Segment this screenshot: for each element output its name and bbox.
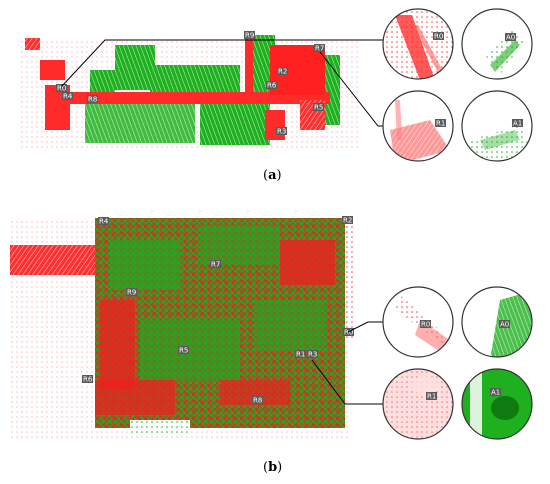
map-label-r3-b: R3 xyxy=(307,350,318,359)
zoom-label-a0-b: A0 xyxy=(499,320,510,329)
panel-a-caption: (a) xyxy=(263,168,282,183)
map-label-r6-b: R6 xyxy=(82,375,93,384)
panel-a-connectors xyxy=(61,39,383,127)
map-label-r7: R7 xyxy=(314,44,325,53)
map-label-r3: R3 xyxy=(276,127,287,136)
panel-a-map: R0 R4 R8 R9 R7 R2 R6 R5 R3 xyxy=(20,31,360,150)
svg-text:R4: R4 xyxy=(63,93,73,101)
panel-a-zoom-top-left: R0 xyxy=(382,8,454,80)
map-label-r5-b: R5 xyxy=(178,346,189,355)
panel-b-map: R4 R2 R7 R9 R0 R5 R1 R3 R6 R8 xyxy=(10,216,355,440)
zoom-label-r0-b: R0 xyxy=(420,320,431,329)
svg-text:R5: R5 xyxy=(179,347,188,355)
map-label-r1-b: R1 xyxy=(295,350,306,359)
svg-text:R1: R1 xyxy=(436,120,445,128)
svg-text:R4: R4 xyxy=(99,218,109,226)
map-label-r4: R4 xyxy=(62,92,73,101)
map-label-r5: R5 xyxy=(313,103,324,112)
svg-text:R1: R1 xyxy=(427,393,436,401)
svg-text:R0: R0 xyxy=(344,329,353,337)
panel-b-zoom-bottom-right: A1 xyxy=(461,368,533,440)
svg-text:R5: R5 xyxy=(314,104,323,112)
svg-text:R3: R3 xyxy=(277,128,286,136)
map-label-r6: R6 xyxy=(266,81,277,90)
panel-b-connectors xyxy=(311,321,383,405)
zoom-label-a1: A1 xyxy=(512,119,523,128)
svg-text:A1: A1 xyxy=(513,120,522,128)
svg-text:R3: R3 xyxy=(308,351,317,359)
zoom-label-a0: A0 xyxy=(505,33,516,42)
svg-text:R8: R8 xyxy=(253,397,262,405)
svg-text:R6: R6 xyxy=(83,376,93,384)
map-label-r4-b: R4 xyxy=(98,217,109,226)
panel-a-zoom-top-right: A0 xyxy=(461,8,533,80)
zoom-label-r1: R1 xyxy=(435,119,446,128)
svg-text:R2: R2 xyxy=(278,68,287,76)
panel-a-zoom-bottom-right: A1 xyxy=(461,90,533,162)
svg-text:R7: R7 xyxy=(211,261,220,269)
svg-text:R8: R8 xyxy=(88,96,97,104)
svg-text:R7: R7 xyxy=(315,45,324,53)
panel-b-zoom-top-left: R0 xyxy=(382,286,454,358)
svg-text:R9: R9 xyxy=(127,289,136,297)
map-label-r0: R0 xyxy=(56,84,67,93)
svg-text:R0: R0 xyxy=(421,321,430,329)
map-label-r9: R9 xyxy=(244,31,255,40)
map-label-r9-b: R9 xyxy=(126,288,137,297)
svg-text:R6: R6 xyxy=(267,82,277,90)
map-label-r7-b: R7 xyxy=(210,260,221,269)
svg-text:A1: A1 xyxy=(491,389,500,397)
svg-text:R1: R1 xyxy=(296,351,305,359)
panel-b-zoom-top-right: A0 xyxy=(461,286,533,358)
map-label-r8-b: R8 xyxy=(252,396,263,405)
zoom-label-a1-b: A1 xyxy=(490,388,501,397)
zoom-label-r0: R0 xyxy=(433,32,444,41)
zoom-label-r1-b: R1 xyxy=(426,392,437,401)
svg-text:R0: R0 xyxy=(57,85,66,93)
panel-a-zoom-bottom-left: R1 xyxy=(382,90,454,162)
map-label-r2-b: R2 xyxy=(342,216,353,225)
svg-text:R0: R0 xyxy=(434,33,443,41)
panel-b-caption: (b) xyxy=(263,460,283,475)
svg-text:A0: A0 xyxy=(506,34,515,42)
svg-text:R2: R2 xyxy=(343,217,352,225)
svg-text:A0: A0 xyxy=(500,321,509,329)
panel-b-zoom-bottom-left: R1 xyxy=(382,368,454,440)
map-label-r8: R8 xyxy=(87,95,98,104)
map-label-r2: R2 xyxy=(277,67,288,76)
svg-text:R9: R9 xyxy=(245,32,254,40)
